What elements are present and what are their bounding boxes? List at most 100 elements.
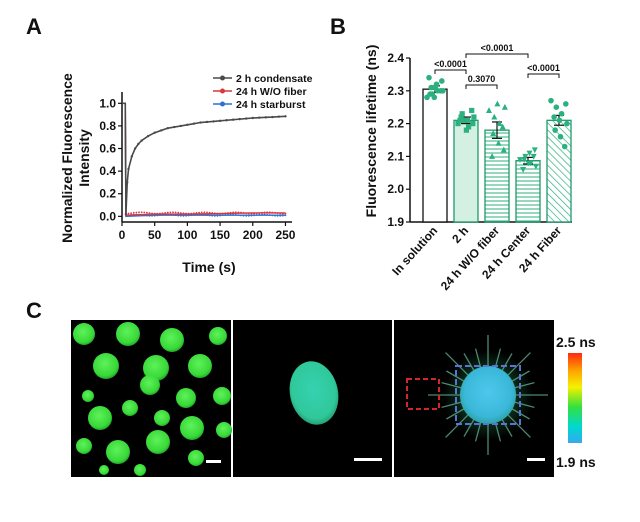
data-point xyxy=(439,78,445,84)
data-point xyxy=(495,139,502,146)
data-point xyxy=(224,214,227,216)
series-line xyxy=(122,102,286,218)
data-point xyxy=(174,211,177,214)
data-point xyxy=(238,117,241,121)
data-point xyxy=(271,211,274,214)
data-point xyxy=(213,212,216,215)
data-point xyxy=(563,101,569,107)
data-point xyxy=(182,214,185,217)
data-point xyxy=(242,214,245,217)
data-point xyxy=(187,214,190,217)
data-point xyxy=(499,123,506,130)
data-point xyxy=(232,211,235,214)
y-tick-label: 0.6 xyxy=(99,142,116,156)
data-point xyxy=(496,120,503,127)
significance-bracket xyxy=(465,53,529,58)
data-point xyxy=(489,153,496,159)
data-point xyxy=(234,211,237,214)
data-point xyxy=(148,214,151,217)
data-point xyxy=(186,123,189,126)
data-point xyxy=(530,153,537,160)
data-point xyxy=(219,214,221,217)
data-point xyxy=(255,214,258,216)
data-point xyxy=(432,84,439,91)
x-tick-label: In solution xyxy=(389,224,440,278)
legend-entry: 2 h condensate xyxy=(236,73,313,85)
droplet xyxy=(106,440,130,464)
chart-a-x-axis-label: Time (s) xyxy=(182,259,235,275)
chart-b: Fluorescence lifetime (ns) 1.9 2.0 2.1 2.2 2… xyxy=(363,43,572,293)
data-point xyxy=(557,133,564,140)
data-point xyxy=(274,214,276,217)
data-point xyxy=(426,74,432,81)
data-point xyxy=(284,212,287,215)
data-point xyxy=(255,212,258,215)
data-point xyxy=(153,214,156,217)
data-point xyxy=(173,125,176,129)
data-point xyxy=(520,167,527,173)
significance-bracket xyxy=(527,73,560,78)
x-tick-label: 2 h xyxy=(449,224,471,246)
droplet xyxy=(73,323,95,345)
data-point xyxy=(437,88,444,94)
data-point xyxy=(192,122,196,125)
data-point xyxy=(185,214,187,217)
series-line xyxy=(122,102,286,216)
data-point xyxy=(525,160,532,167)
data-point xyxy=(213,214,216,217)
x-tick-label: 50 xyxy=(148,228,162,242)
y-axis-label-line: Intensity xyxy=(76,129,92,187)
data-point xyxy=(531,147,538,154)
data-point xyxy=(277,115,281,118)
droplet xyxy=(140,375,160,395)
data-point xyxy=(268,211,271,214)
data-point xyxy=(561,143,568,150)
data-point xyxy=(159,212,161,215)
data-point xyxy=(281,214,284,217)
data-point xyxy=(212,120,215,123)
chart-b-y-axis-label: Fluorescence lifetime (ns) xyxy=(363,45,379,218)
data-point xyxy=(486,107,492,113)
y-tick-label: 2.0 xyxy=(387,182,404,196)
data-point xyxy=(470,121,476,127)
droplet xyxy=(76,438,92,454)
data-point xyxy=(229,211,232,214)
legend-entry: 24 h W/O fiber xyxy=(236,86,307,98)
micrograph-without-fiber xyxy=(233,320,392,477)
droplet xyxy=(213,387,231,405)
y-tick-label: 1.9 xyxy=(387,215,404,229)
data-point xyxy=(151,212,153,215)
data-point xyxy=(491,113,498,120)
data-point xyxy=(148,212,151,214)
data-point xyxy=(553,104,560,110)
data-point xyxy=(494,100,501,107)
data-point xyxy=(500,146,507,153)
data-point xyxy=(156,212,159,215)
data-point xyxy=(146,134,150,138)
x-tick-label: 100 xyxy=(177,228,197,242)
data-point xyxy=(521,157,528,163)
panel-label-a: A xyxy=(26,14,42,39)
data-point xyxy=(145,214,148,217)
data-point xyxy=(274,211,276,214)
droplet xyxy=(82,390,94,402)
data-point xyxy=(247,212,250,215)
data-point xyxy=(240,214,242,217)
data-point xyxy=(179,124,183,128)
y-tick-label: 2.3 xyxy=(387,84,404,98)
y-tick-label: 2.4 xyxy=(387,51,404,65)
data-point xyxy=(132,211,135,214)
data-point xyxy=(208,211,211,214)
significance-bracket xyxy=(465,84,498,89)
lifetime-colorbar: 2.5 ns 1.9 ns xyxy=(556,334,596,470)
scale-bar xyxy=(527,458,545,461)
data-point xyxy=(247,214,250,217)
data-point xyxy=(221,212,224,215)
data-point xyxy=(469,107,475,114)
data-point xyxy=(200,211,203,214)
data-point xyxy=(126,181,129,184)
data-point xyxy=(156,214,159,217)
data-point xyxy=(143,211,146,214)
data-point xyxy=(427,91,433,97)
